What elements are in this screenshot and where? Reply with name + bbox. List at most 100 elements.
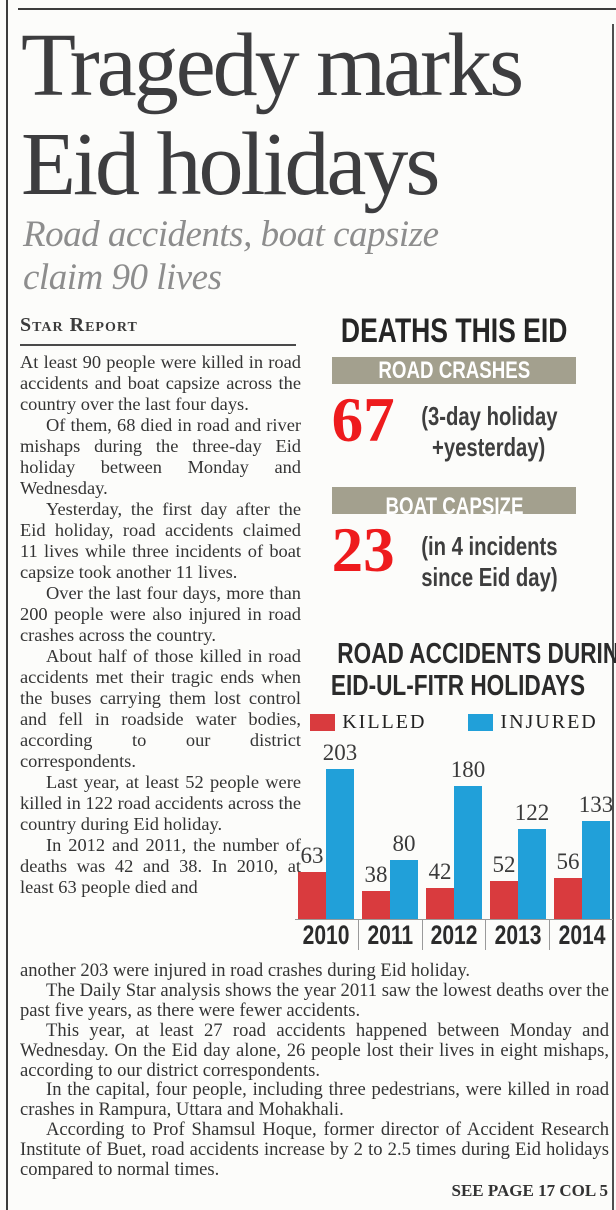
x-axis-label-2012: 2012: [421, 920, 486, 950]
info-section: BOAT CAPSIZE 23 (in 4 incidents since Ei…: [295, 487, 613, 593]
paragraph: This year, at least 27 road accidents ha…: [20, 1019, 609, 1081]
bar-injured-2010: [326, 769, 354, 919]
bar-value-label: 56: [556, 849, 580, 874]
death-count: 23: [331, 515, 395, 585]
bar-value-label: 52: [492, 852, 516, 877]
bar-wrap: 42: [426, 859, 454, 919]
info-section-header: BOAT CAPSIZE: [332, 487, 576, 514]
chart-legend: KILLED INJURED: [295, 710, 613, 734]
subhead-line-1: Road accidents, boat capsize: [23, 214, 439, 255]
paragraph: another 203 were injured in road crashes…: [20, 961, 471, 981]
legend-label: INJURED: [500, 710, 598, 733]
legend-swatch-killed: [310, 713, 336, 731]
paragraph: In 2012 and 2011, the number of deaths w…: [20, 835, 301, 897]
death-count-note: (3-day holiday +yesterday): [402, 388, 577, 463]
paragraph: Of them, 68 died in road and river misha…: [20, 415, 301, 498]
bar-value-label: 38: [364, 862, 388, 887]
x-axis-label-2010: 2010: [295, 920, 358, 950]
subheadline: Road accidents, boat capsize claim 90 li…: [23, 213, 503, 299]
left-column-rule: [6, 0, 8, 1210]
year-label: 2010: [302, 920, 350, 950]
x-axis-label-2013: 2013: [485, 920, 549, 950]
infographic-title: DEATHS THIS EID: [340, 312, 568, 350]
bar-group-2011: 38 80: [362, 831, 418, 919]
bar-wrap: 80: [390, 831, 418, 919]
bar-injured-2013: [518, 829, 546, 919]
bar-injured-2014: [582, 821, 610, 919]
subhead-line-2: claim 90 lives: [23, 257, 222, 298]
year-label: 2011: [367, 920, 414, 950]
note-line-1: (in 4 incidents: [420, 531, 558, 561]
note-line-2: since Eid day): [420, 562, 558, 592]
bar-value-label: 203: [322, 740, 358, 765]
infographic-sections: ROAD CRASHES 67 (3-day holiday +yesterda…: [295, 357, 613, 593]
bar-value-label: 133: [578, 792, 614, 817]
paragraph: According to Prof Shamsul Hoque, former …: [20, 1119, 609, 1181]
bar-group-2013: 52 122: [490, 800, 550, 919]
bar-group-2014: 56 133: [554, 792, 614, 919]
bar-injured-2011: [390, 860, 418, 919]
bar-value-label: 180: [450, 757, 486, 782]
continuation-notice: SEE PAGE 17 COL 5: [451, 1181, 609, 1200]
year-label: 2012: [430, 920, 478, 950]
headline: Tragedy marks Eid holidays: [21, 16, 606, 214]
bar-wrap: 63: [298, 843, 326, 919]
deaths-infographic: DEATHS THIS EID ROAD CRASHES 67 (3-day h…: [295, 313, 613, 593]
info-section-header: ROAD CRASHES: [332, 357, 576, 384]
paragraph: Last year, at least 52 people were kille…: [20, 772, 301, 834]
road-accidents-chart: ROAD ACCIDENTS DURING EID-UL-FITR HOLIDA…: [295, 638, 616, 950]
legend-swatch-injured: [468, 713, 494, 731]
info-value-row: 23 (in 4 incidents since Eid day): [295, 518, 613, 593]
bar-value-label: 63: [300, 843, 324, 868]
bar-wrap: 203: [322, 740, 358, 919]
paragraph: The Daily Star analysis shows the year 2…: [20, 979, 609, 1021]
bar-group-2012: 42 180: [426, 757, 486, 919]
chart-title: ROAD ACCIDENTS DURING EID-UL-FITR HOLIDA…: [330, 638, 616, 702]
year-label: 2013: [494, 920, 542, 950]
bar-wrap: 38: [362, 862, 390, 919]
chart-x-axis: 2010 2011 2012 2013 2014: [295, 920, 613, 950]
paragraph: Yesterday, the first day after the Eid h…: [20, 499, 301, 582]
bar-killed-2013: [490, 881, 518, 919]
chart-plot-area: 63 203 38 80 42 180 52 122 56 133: [295, 740, 614, 920]
headline-line-2: Eid holidays: [21, 115, 440, 214]
legend-item-killed: KILLED: [310, 710, 426, 734]
death-count: 67: [331, 385, 395, 455]
note-line-2: +yesterday): [432, 432, 546, 462]
bar-wrap: 52: [490, 852, 518, 919]
paragraph: About half of those killed in road accid…: [20, 646, 301, 771]
paragraph: Over the last four days, more than 200 p…: [20, 583, 301, 645]
info-section-label: BOAT CAPSIZE: [385, 493, 523, 514]
bar-killed-2010: [298, 872, 326, 919]
x-axis-label-2011: 2011: [357, 920, 422, 950]
bar-killed-2014: [554, 878, 582, 919]
bar-value-label: 122: [514, 800, 550, 825]
bar-injured-2012: [454, 786, 482, 919]
death-count-note: (in 4 incidents since Eid day): [402, 518, 577, 593]
info-section-label: ROAD CRASHES: [378, 357, 530, 384]
info-value-row: 67 (3-day holiday +yesterday): [295, 388, 613, 463]
bar-value-label: 42: [428, 859, 452, 884]
legend-item-injured: INJURED: [468, 710, 597, 734]
legend-label: KILLED: [342, 710, 427, 733]
x-axis-label-2014: 2014: [549, 920, 613, 950]
info-section: ROAD CRASHES 67 (3-day holiday +yesterda…: [295, 357, 613, 463]
bar-wrap: 56: [554, 849, 582, 919]
bar-killed-2011: [362, 891, 390, 919]
paragraph: At least 90 people were killed in road a…: [20, 352, 301, 414]
bar-wrap: 180: [450, 757, 486, 919]
bar-value-label: 80: [392, 831, 416, 856]
bar-wrap: 122: [514, 800, 550, 919]
headline-line-1: Tragedy marks: [21, 16, 524, 115]
article-bottom-text: another 203 were injured in road crashes…: [20, 961, 609, 1183]
top-rule: [18, 8, 616, 10]
year-label: 2014: [558, 920, 606, 950]
bar-wrap: 133: [578, 792, 614, 919]
note-line-1: (3-day holiday: [420, 401, 558, 431]
paragraph: In the capital, four people, including t…: [20, 1079, 609, 1121]
right-column-rule: [612, 24, 614, 1210]
byline: Star Report: [20, 314, 296, 346]
bar-killed-2012: [426, 888, 454, 919]
bar-group-2010: 63 203: [298, 740, 358, 919]
